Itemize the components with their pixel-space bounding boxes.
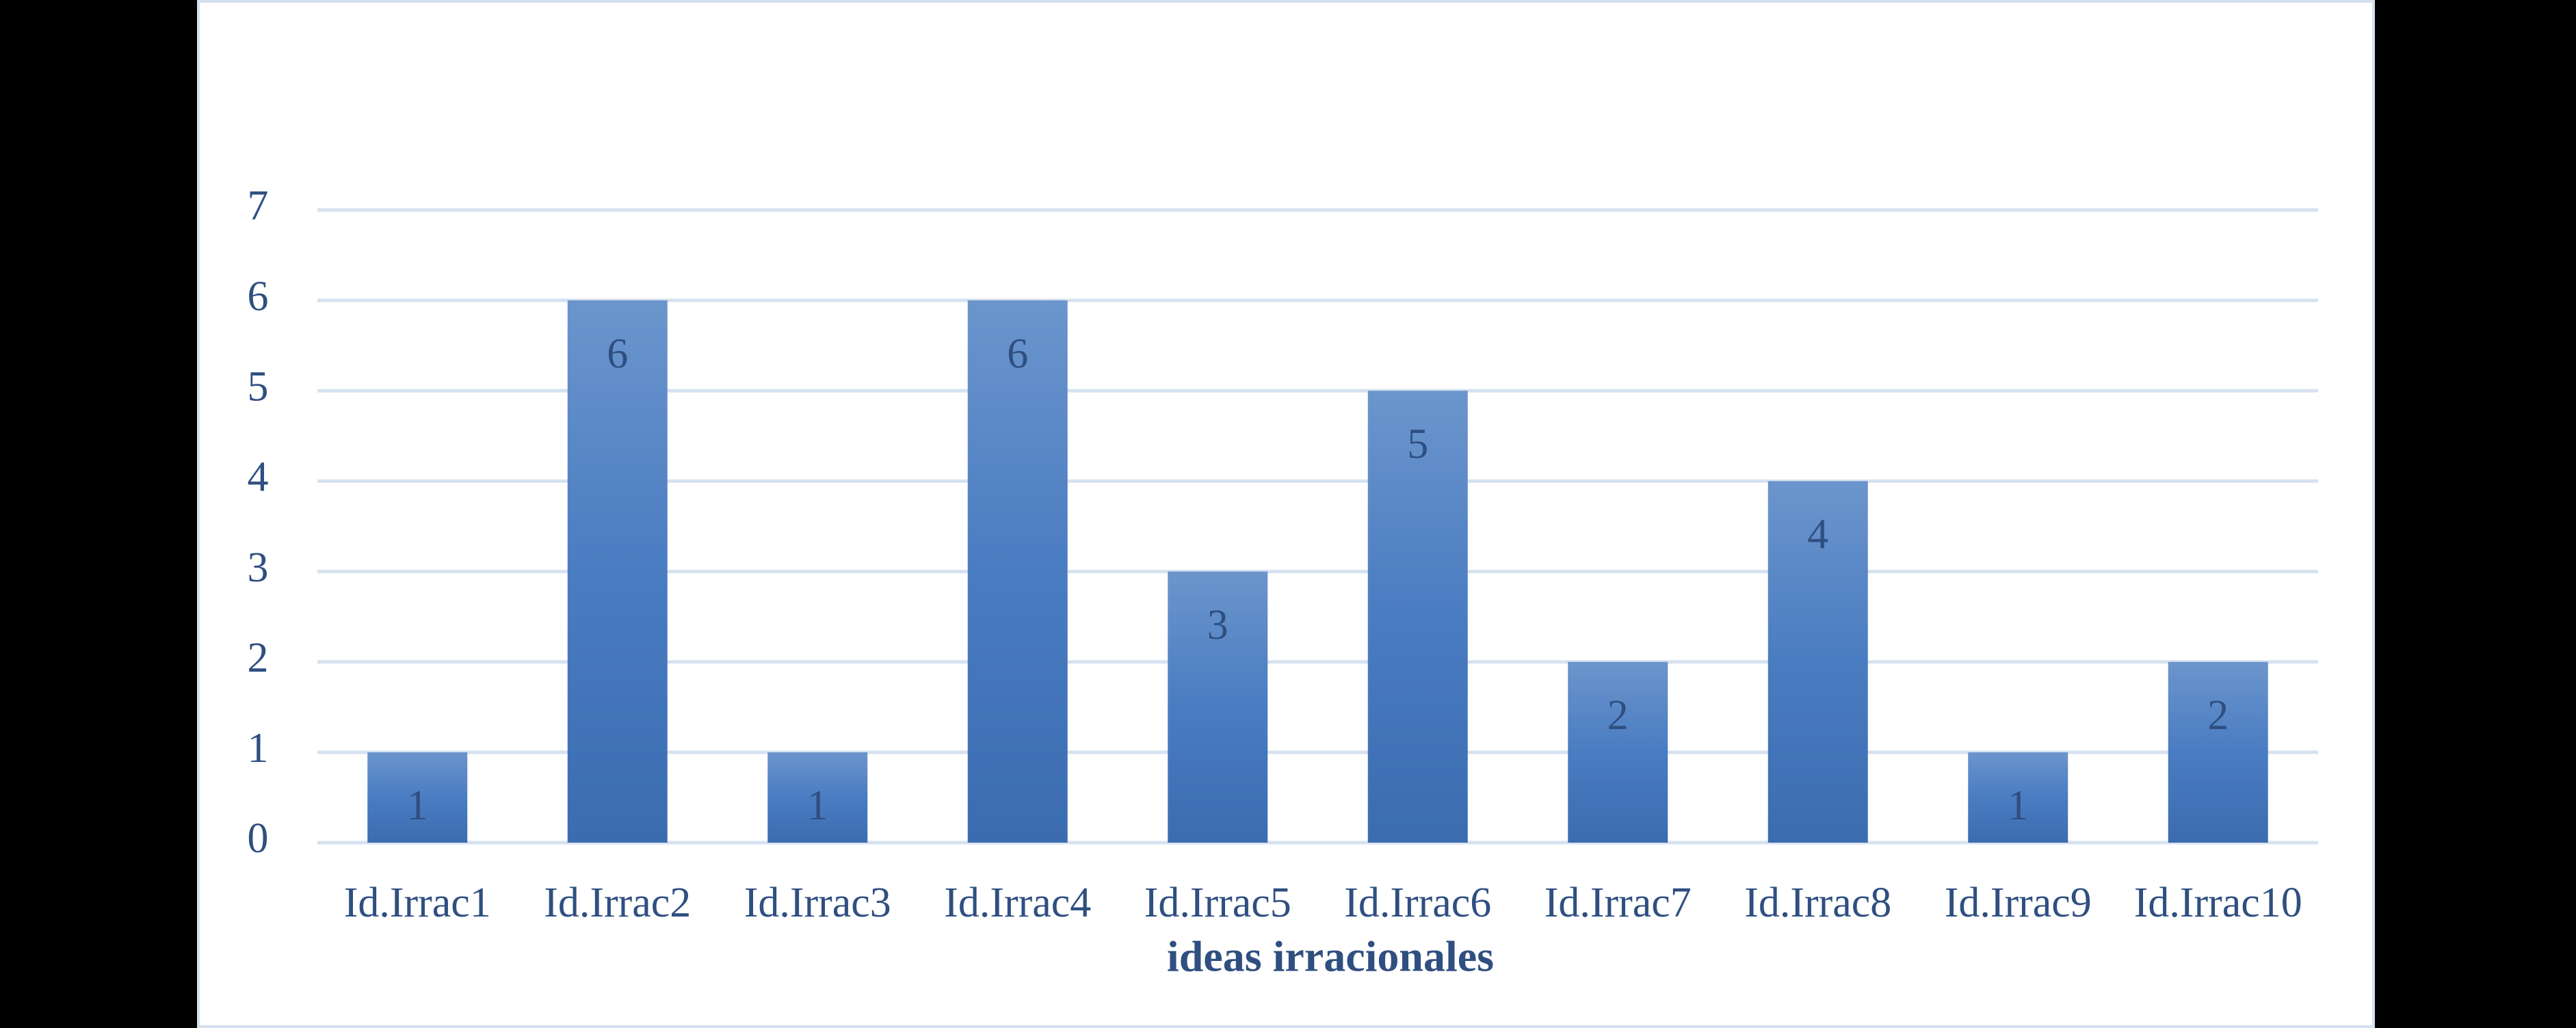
x-axis-title: ideas irracionales (1167, 932, 1494, 981)
bar (367, 752, 468, 843)
value-label: 5 (1407, 421, 1428, 468)
x-tick-label: Id.Irrac5 (1144, 880, 1291, 926)
value-label: 1 (2008, 782, 2029, 829)
x-tick-label: Id.Irrac9 (1945, 880, 2092, 926)
chart-area (197, 0, 2375, 1028)
y-tick-label: 4 (248, 454, 269, 501)
bar (2168, 661, 2268, 843)
y-tick-label: 6 (248, 273, 269, 319)
bar (1767, 481, 1868, 843)
bar (1568, 661, 1668, 843)
bar (967, 300, 1068, 843)
value-label: 4 (1807, 512, 1828, 558)
bar (767, 752, 868, 843)
bar (567, 300, 668, 843)
value-label: 3 (1207, 602, 1228, 648)
y-tick-label: 1 (248, 725, 269, 772)
x-tick-label: Id.Irrac4 (944, 880, 1091, 926)
x-tick-label: Id.Irrac6 (1344, 880, 1491, 926)
x-tick-label: Id.Irrac8 (1744, 880, 1891, 926)
value-label: 1 (807, 782, 828, 829)
y-tick-label: 0 (248, 815, 269, 862)
value-label: 6 (607, 330, 628, 377)
y-tick-label: 5 (248, 364, 269, 410)
bar (1968, 752, 2068, 843)
y-tick-label: 7 (248, 183, 269, 229)
x-tick-label: Id.Irrac10 (2134, 880, 2302, 926)
bar (1367, 391, 1468, 843)
value-label: 2 (2207, 692, 2229, 739)
value-label: 2 (1607, 692, 1629, 739)
value-label: 6 (1007, 330, 1028, 377)
y-tick-label: 2 (248, 635, 269, 681)
value-label: 1 (407, 782, 428, 829)
x-tick-label: Id.Irrac1 (344, 880, 491, 926)
y-tick-label: 3 (248, 544, 269, 591)
bar (1168, 571, 1268, 843)
x-tick-label: Id.Irrac2 (544, 880, 691, 926)
x-tick-label: Id.Irrac3 (744, 880, 891, 926)
x-tick-label: Id.Irrac7 (1545, 880, 1692, 926)
